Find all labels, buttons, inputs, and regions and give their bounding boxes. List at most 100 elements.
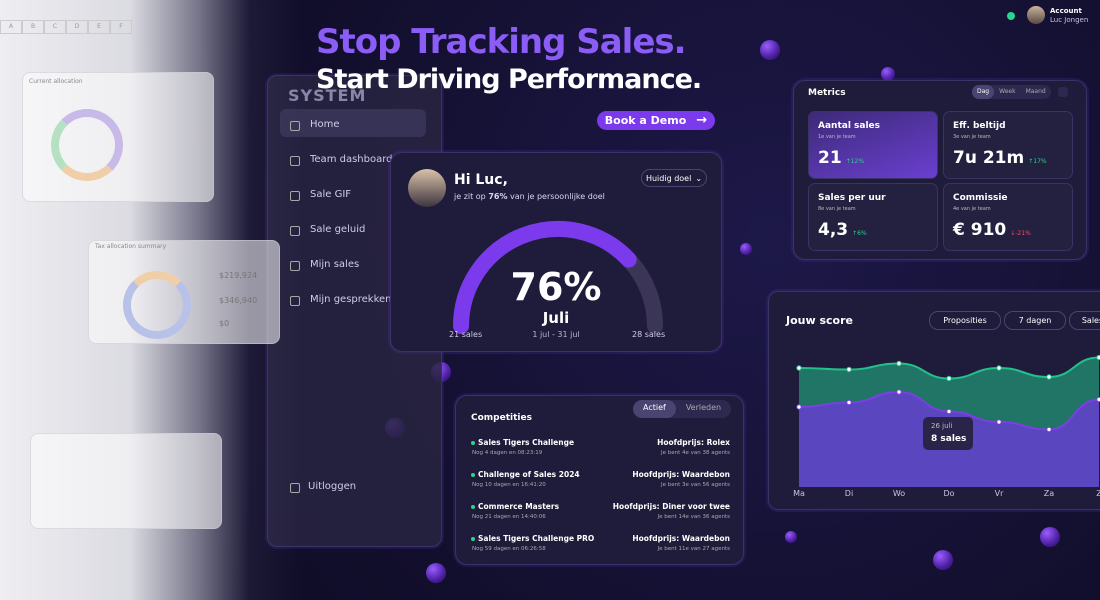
tab[interactable]: Dag xyxy=(972,85,995,99)
metric-row: € 910 ↓-21% xyxy=(953,220,1031,240)
trend-arrow: ↑ xyxy=(1028,158,1034,165)
panel-title: Tax allocation summary xyxy=(95,243,167,250)
goal-card: Hi Luc, je zit op 76% van je persoonlijk… xyxy=(390,152,722,352)
logout[interactable]: Uitloggen xyxy=(308,481,357,492)
metric-tile: Eff. beltijd 3e van je team 7u 21m ↑17% xyxy=(943,111,1073,179)
trend-arrow: ↑ xyxy=(845,158,851,165)
competition-prize: Hoofdprijs: Rolex xyxy=(657,438,730,447)
column-header: A xyxy=(0,20,22,34)
change-value: 17% xyxy=(1033,158,1047,165)
nav-item[interactable]: Home xyxy=(310,119,340,130)
x-tick-label: Vr xyxy=(994,489,1004,498)
period: 1 jul - 31 jul xyxy=(532,330,580,339)
data-point xyxy=(896,389,902,395)
competition-name[interactable]: Commerce Masters xyxy=(478,502,560,511)
logout-icon xyxy=(290,483,300,493)
filter-dropdown[interactable]: Sales xyxy=(1069,311,1100,330)
x-tick-label: Di xyxy=(844,489,854,498)
tabs: Actief Verleden xyxy=(633,400,732,418)
dropdown-label: Huidig doel xyxy=(645,173,692,183)
tab[interactable]: Week xyxy=(999,88,1016,95)
tooltip: 26 juli 8 sales xyxy=(923,416,973,450)
x-tick-label: Za xyxy=(1043,489,1055,498)
nav-icon xyxy=(290,156,300,166)
tab[interactable]: Verleden xyxy=(685,403,722,412)
filter-label: Proposities xyxy=(943,316,987,325)
data-point xyxy=(946,375,952,382)
gauge-start: 21 sales xyxy=(449,330,483,339)
headline: Stop Tracking Sales. xyxy=(316,22,687,62)
nav-item[interactable]: Sale geluid xyxy=(310,224,366,235)
x-tick-label: Z xyxy=(1096,489,1100,498)
gauge-end: 28 sales xyxy=(632,330,666,339)
status-icon xyxy=(1007,12,1015,20)
metric-title: Aantal sales xyxy=(818,121,881,131)
sphere xyxy=(760,40,780,60)
nav-icon xyxy=(290,121,300,131)
gauge-fill xyxy=(453,221,637,334)
data-point xyxy=(846,366,852,373)
nav-item[interactable]: Team dashboard xyxy=(310,154,393,165)
sphere xyxy=(1040,527,1060,547)
nav-item[interactable]: Sale GIF xyxy=(310,189,352,200)
metric-row: 4,3 ↑6% xyxy=(818,220,867,240)
sphere xyxy=(881,67,895,81)
tabs: Dag Week Maand xyxy=(972,85,1051,99)
column-header: E xyxy=(88,20,110,34)
status-dot xyxy=(471,441,475,445)
competition-rank: Je bent 3e van 56 agents xyxy=(660,482,730,488)
headline: Start Driving Performance. xyxy=(316,64,702,95)
background-panel xyxy=(30,433,222,529)
account-label: Account xyxy=(1050,7,1082,15)
tab[interactable]: Maand xyxy=(1025,88,1046,95)
nav-icon xyxy=(290,296,300,306)
nav-item[interactable]: Mijn sales xyxy=(310,259,360,270)
month: Juli xyxy=(542,309,570,327)
data-point xyxy=(796,365,802,371)
change-value: 6% xyxy=(857,230,867,237)
chevron: ⌄ xyxy=(695,173,703,183)
change-value: -21% xyxy=(1015,230,1031,237)
dropdown[interactable]: Huidig doel ⌄ xyxy=(641,169,707,187)
column-header: F xyxy=(110,20,132,34)
cta-button[interactable]: Book a Demo → xyxy=(597,111,715,130)
nav-item[interactable]: Mijn gesprekken xyxy=(310,294,392,305)
competition-rank: Je bent 4e van 38 agents xyxy=(660,450,730,456)
metric-change: ↑17% xyxy=(1028,158,1046,165)
change-value: 12% xyxy=(850,158,865,165)
text: 76% xyxy=(488,192,508,201)
amount: $346,940 xyxy=(219,296,258,305)
competition-prize: Hoofdprijs: Waardebon xyxy=(632,470,730,479)
sphere xyxy=(740,243,752,255)
arrow-icon: → xyxy=(696,113,708,128)
calendar-icon[interactable] xyxy=(1058,87,1068,97)
panel-title: Current allocation xyxy=(29,78,83,85)
metrics-title: Metrics xyxy=(808,88,846,98)
sphere xyxy=(933,550,953,570)
filter-dropdown[interactable]: 7 dagen xyxy=(1004,311,1066,330)
competition-time: Nog 4 dagen en 08:23:19 xyxy=(472,450,543,456)
text: je zit op xyxy=(454,192,489,201)
tooltip-date: 26 juli xyxy=(931,421,953,430)
competition-name[interactable]: Sales Tigers Challenge xyxy=(478,438,575,447)
status-dot xyxy=(471,473,475,477)
data-point xyxy=(846,399,852,406)
avatar[interactable] xyxy=(1027,6,1045,24)
column-header: C xyxy=(44,20,66,34)
competition-time: Nog 21 dagen en 14:40:06 xyxy=(472,514,546,520)
metric-value: 7u 21m xyxy=(953,148,1025,168)
account-name: Luc Jongen xyxy=(1050,16,1089,24)
tab[interactable]: Actief xyxy=(633,400,676,418)
competition-name[interactable]: Sales Tigers Challenge PRO xyxy=(478,534,595,543)
competitions-card: Competities Actief Verleden Sales Tigers … xyxy=(455,395,744,565)
score-card: Jouw score Proposities 7 dagen Sales Ma Di Wo… xyxy=(768,291,1100,510)
metric-tile: Commissie 4e van je team € 910 ↓-21% xyxy=(943,183,1073,251)
filter-dropdown[interactable]: Proposities xyxy=(929,311,1001,330)
goal-message: je zit op 76% van je persoonlijke doel xyxy=(454,192,605,201)
competition-name[interactable]: Challenge of Sales 2024 xyxy=(478,470,580,479)
metric-sub: 8e van je team xyxy=(818,206,856,212)
gauge-value: 76% xyxy=(510,265,602,309)
metric-value: 4,3 xyxy=(818,220,849,240)
status-dot xyxy=(471,537,475,541)
